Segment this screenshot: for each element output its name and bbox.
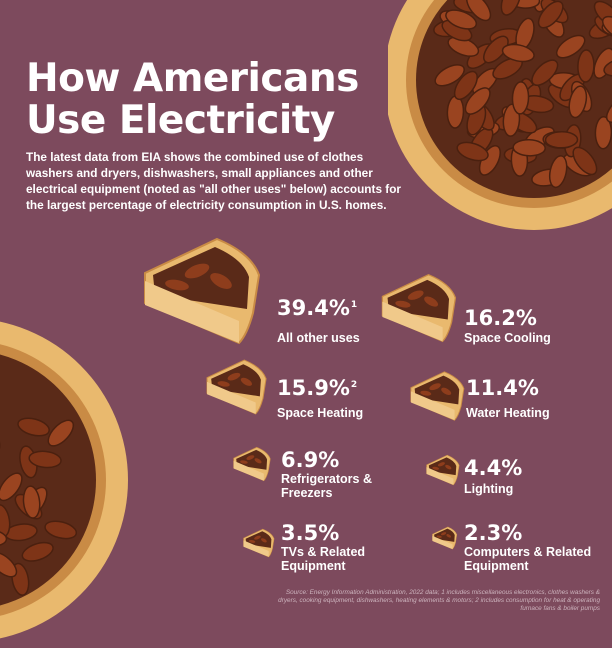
pecan-half — [511, 81, 530, 115]
pecan-half — [501, 43, 535, 63]
value-label: 3.5% — [281, 521, 340, 545]
pecan-half — [594, 115, 612, 150]
pecan-half — [555, 34, 586, 59]
category-label: Lighting — [464, 482, 514, 496]
category-label: Water Heating — [466, 406, 550, 420]
pecan-half — [568, 85, 588, 119]
category-label: All other uses — [277, 331, 360, 345]
pecan-half — [22, 485, 41, 519]
pecan-half — [0, 529, 8, 547]
category-label: Computers & Related Equipment — [464, 545, 592, 573]
pecan-half — [44, 520, 78, 540]
top-right-pecan-pie — [388, 0, 612, 230]
pecan-half — [28, 450, 62, 469]
title-line-2: Use Electricity — [26, 98, 335, 143]
pecan-half — [531, 59, 559, 86]
footnote-marker: 2 — [350, 380, 358, 390]
pecan-half — [434, 64, 465, 87]
footnote-marker: 1 — [350, 300, 358, 310]
pecan-half — [453, 70, 478, 101]
pecan-half — [537, 0, 564, 29]
source-note: Source: Energy Information Administratio… — [278, 589, 600, 612]
pecan-half — [593, 0, 612, 28]
pecan-half — [601, 15, 612, 40]
pecan-half — [548, 155, 568, 189]
pecan-half — [17, 417, 50, 437]
category-label: TVs & Related Equipment — [281, 545, 366, 573]
pecan-half — [47, 419, 75, 447]
pecan-half — [0, 472, 23, 502]
pie-slice-icon — [243, 528, 275, 558]
subtitle: The latest data from EIA shows the combi… — [26, 150, 402, 212]
value-label: 15.9%2 — [277, 376, 358, 400]
category-label: Refrigerators & Freezers — [281, 472, 372, 500]
value-label: 11.4% — [466, 376, 539, 400]
pecan-half — [544, 131, 579, 149]
title-line-1: How Americans — [26, 56, 359, 101]
pie-slice-icon — [432, 526, 458, 550]
pecan-half — [466, 0, 492, 22]
pecan-half — [512, 139, 546, 157]
pecan-half — [464, 87, 491, 115]
pecan-half — [21, 541, 54, 562]
pecan-half — [445, 9, 478, 30]
pecan-half — [605, 95, 612, 123]
pecan-half — [483, 35, 509, 64]
pecan-half — [456, 141, 489, 162]
page-title: How Americans Use Electricity — [26, 58, 359, 142]
bottom-left-pecan-pie — [0, 321, 128, 639]
value-label: 39.4%1 — [277, 296, 358, 320]
pecan-half — [446, 95, 465, 129]
category-label: Space Cooling — [464, 331, 551, 345]
value-label: 6.9% — [281, 448, 340, 472]
pie-slice-icon — [426, 454, 460, 486]
pecan-half — [572, 146, 598, 176]
pie-slice-icon — [410, 371, 465, 421]
pecan-half — [0, 551, 18, 578]
pie-slice-icon — [233, 446, 271, 482]
pecan-half — [577, 49, 595, 83]
category-label: Space Heating — [277, 406, 364, 420]
pie-slice-icon — [206, 359, 267, 415]
value-label: 2.3% — [464, 521, 523, 545]
pie-slice-icon — [381, 273, 457, 343]
value-label: 4.4% — [464, 456, 523, 480]
pie-slice-icon — [144, 237, 261, 345]
pecan-half — [500, 0, 522, 16]
value-label: 16.2% — [464, 306, 537, 330]
